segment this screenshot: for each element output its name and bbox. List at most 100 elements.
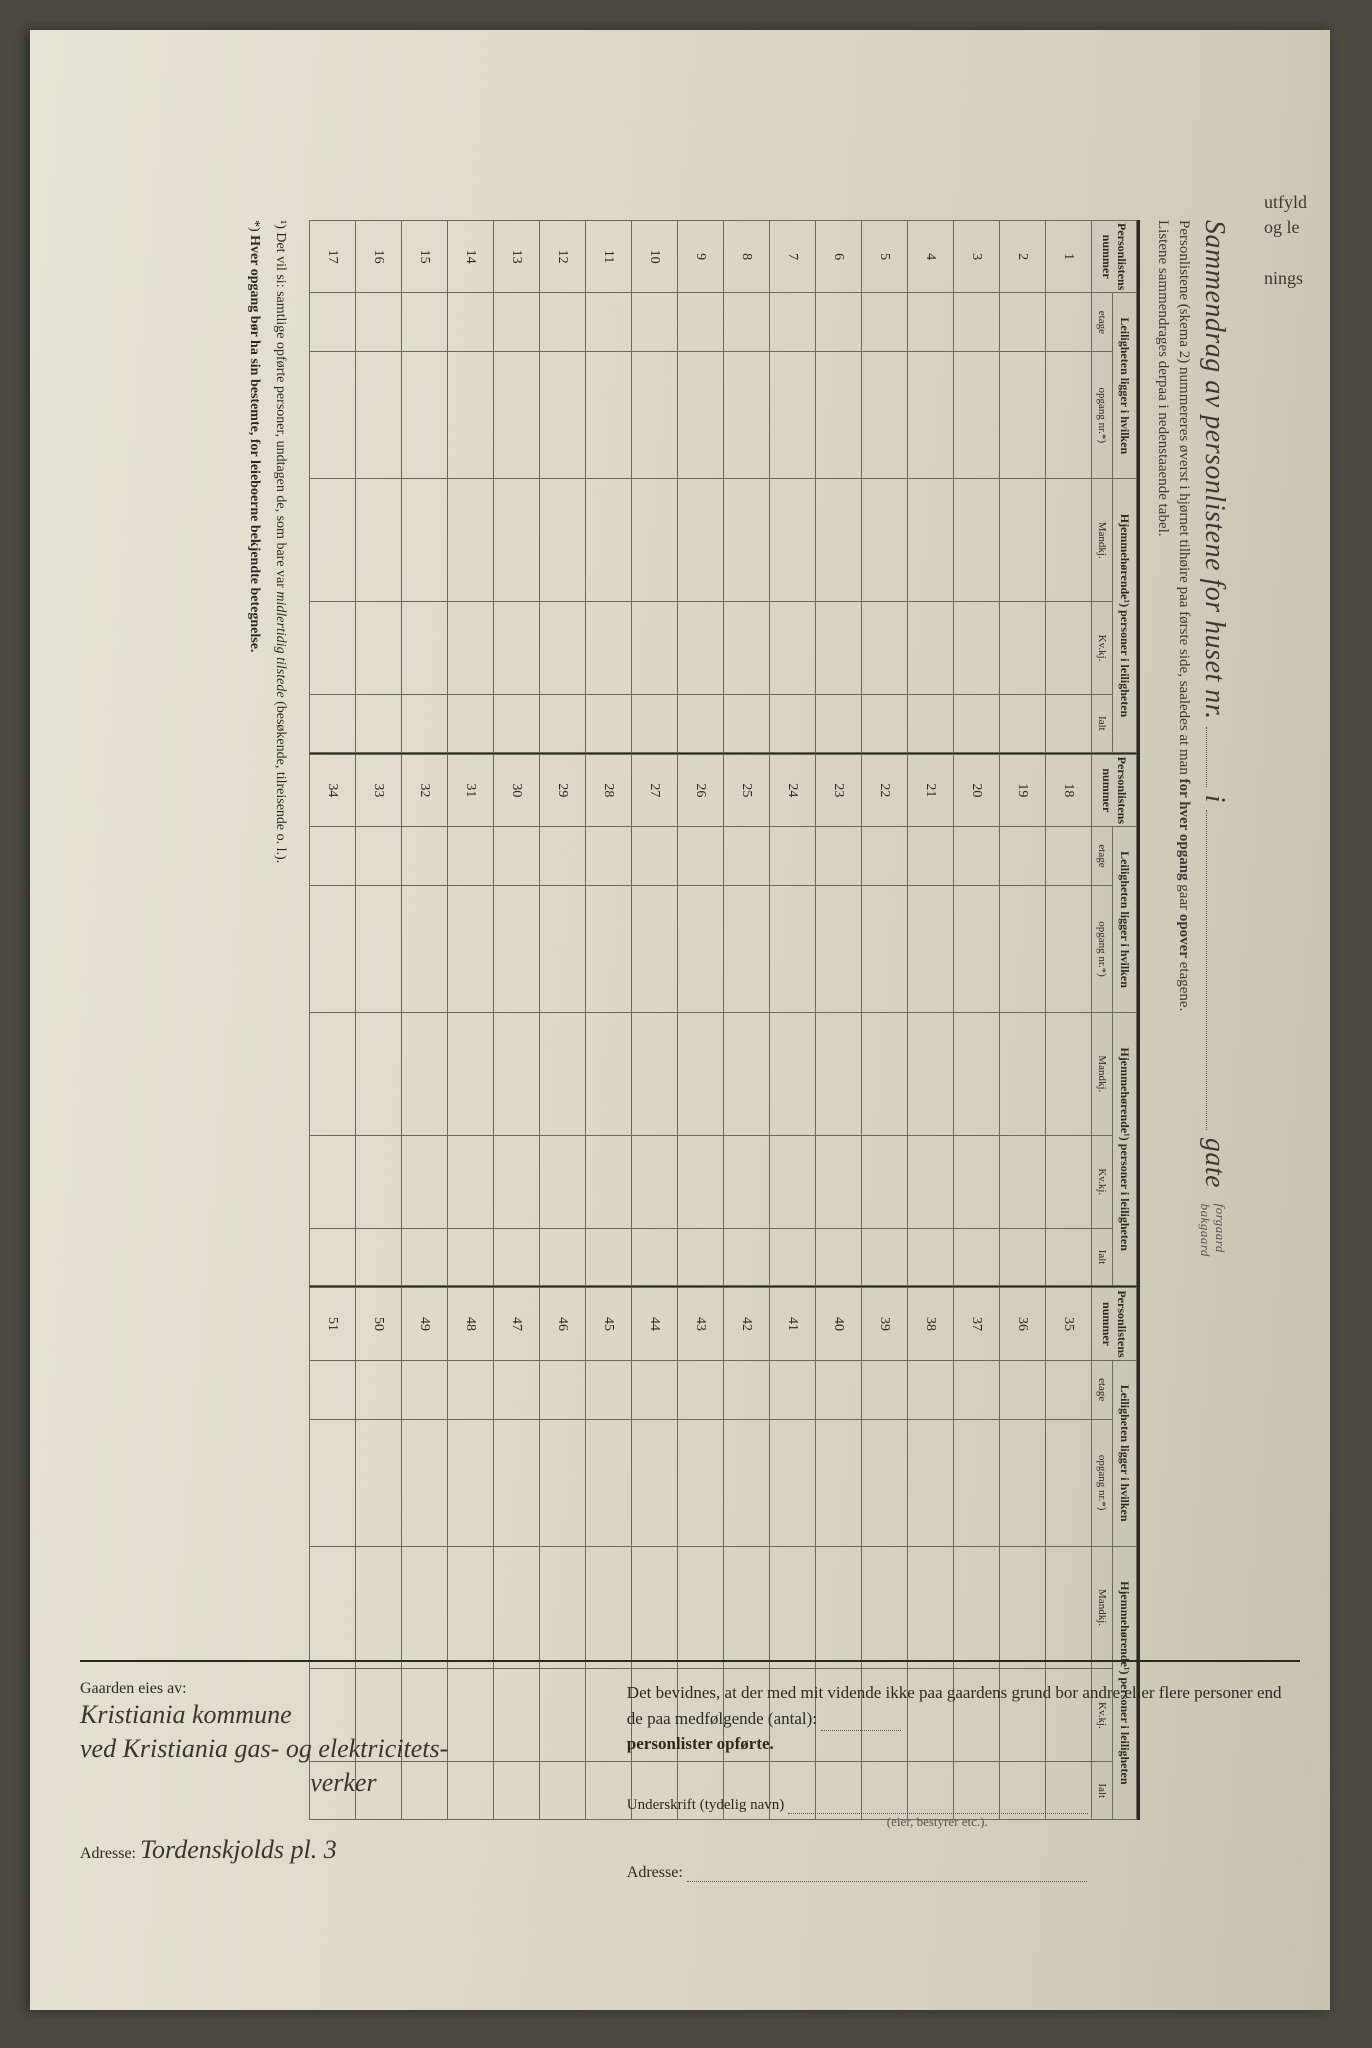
owner-handwriting-2: ved Kristiania gas- og elektricitets- <box>80 1732 607 1766</box>
cell-etage <box>494 827 540 886</box>
cell-opgang <box>862 1419 908 1546</box>
eier-sub: (eier, bestyrer etc.). <box>887 1814 1300 1830</box>
adresse-label: Adresse: <box>80 1845 136 1862</box>
cell-kvkj <box>402 1135 448 1228</box>
row-number: 16 <box>356 221 402 293</box>
antal-blank <box>821 1712 901 1731</box>
table-row: 12 <box>540 221 586 753</box>
sub1c: etagene. <box>1176 958 1192 1011</box>
table-row: 26 <box>678 754 724 1286</box>
cell-mandkj <box>632 1012 678 1135</box>
cell-mandkj <box>862 479 908 602</box>
cell-kvkj <box>1046 602 1092 695</box>
row-number: 12 <box>540 221 586 293</box>
col-leiligheten: Leiligheten ligger i hvilken <box>1113 827 1137 1013</box>
cell-kvkj <box>954 602 1000 695</box>
cell-mandkj <box>724 1546 770 1669</box>
cell-opgang <box>448 1419 494 1546</box>
cell-mandkj <box>678 1546 724 1669</box>
row-number: 22 <box>862 754 908 826</box>
fn2-marker: *) <box>247 220 262 232</box>
table-row: 30 <box>494 754 540 1286</box>
cell-etage <box>908 827 954 886</box>
cell-mandkj <box>586 1012 632 1135</box>
row-number: 2 <box>1000 221 1046 293</box>
cell-etage <box>448 1360 494 1419</box>
table-row: 21 <box>908 754 954 1286</box>
table-row: 23 <box>816 754 862 1286</box>
table-row: 13 <box>494 221 540 753</box>
row-number: 40 <box>816 1288 862 1360</box>
sub1b: gaar <box>1176 881 1192 914</box>
underskrift-row: Underskrift (tydelig navn) <box>627 1797 1300 1814</box>
row-number: 27 <box>632 754 678 826</box>
cell-ialt <box>310 695 356 753</box>
cell-mandkj <box>586 479 632 602</box>
cell-mandkj <box>1000 1546 1046 1669</box>
cell-kvkj <box>494 602 540 695</box>
stmt-b: personlister opførte. <box>627 1734 774 1753</box>
table-row: 7 <box>770 221 816 753</box>
cell-mandkj <box>678 1012 724 1135</box>
row-number: 8 <box>724 221 770 293</box>
cell-etage <box>678 293 724 352</box>
cell-ialt <box>586 1228 632 1286</box>
cell-mandkj <box>954 1546 1000 1669</box>
gate-annot-bot: bakgaard <box>1198 1204 1213 1257</box>
underskrift-paren: (tydelig navn) <box>700 1797 785 1813</box>
cell-etage <box>448 827 494 886</box>
row-number: 30 <box>494 754 540 826</box>
underskrift-label: Underskrift <box>627 1797 696 1813</box>
cell-opgang <box>724 352 770 479</box>
cell-kvkj <box>586 602 632 695</box>
cell-etage <box>356 293 402 352</box>
cell-mandkj <box>540 1012 586 1135</box>
col-leiligheten: Leiligheten ligger i hvilken <box>1113 293 1137 479</box>
cell-mandkj <box>448 1546 494 1669</box>
cell-kvkj <box>724 1135 770 1228</box>
row-number: 17 <box>310 221 356 293</box>
cell-mandkj <box>770 479 816 602</box>
cell-kvkj <box>310 602 356 695</box>
cell-opgang <box>908 1419 954 1546</box>
col-kvkj: Kv.kj. <box>1092 602 1113 695</box>
table-row: 29 <box>540 754 586 1286</box>
row-number: 36 <box>1000 1288 1046 1360</box>
cell-mandkj <box>862 1546 908 1669</box>
cell-etage <box>678 827 724 886</box>
cell-etage <box>586 827 632 886</box>
cell-kvkj <box>448 602 494 695</box>
owner-block: Gaarden eies av: Kristiania kommune ved … <box>80 1680 617 1940</box>
cell-ialt <box>402 1228 448 1286</box>
row-number: 45 <box>586 1288 632 1360</box>
table: Personlistens nummerLeiligheten ligger i… <box>309 754 1137 1287</box>
cell-opgang <box>356 1419 402 1546</box>
cell-ialt <box>632 1228 678 1286</box>
col-personlistens-nummer: Personlistens nummer <box>1092 754 1137 826</box>
cell-ialt <box>908 695 954 753</box>
cell-opgang <box>954 352 1000 479</box>
cell-etage <box>540 1360 586 1419</box>
cell-kvkj <box>1000 602 1046 695</box>
cell-mandkj <box>678 479 724 602</box>
row-number: 38 <box>908 1288 954 1360</box>
row-number: 23 <box>816 754 862 826</box>
cell-etage <box>494 293 540 352</box>
cell-etage <box>310 827 356 886</box>
table-row: 32 <box>402 754 448 1286</box>
row-number: 15 <box>402 221 448 293</box>
rotated-form-region: Sammendrag av personlistene for huset nr… <box>130 220 1230 1820</box>
table-row: 1 <box>1046 221 1092 753</box>
cell-opgang <box>816 1419 862 1546</box>
cell-opgang <box>310 886 356 1013</box>
cell-opgang <box>632 886 678 1013</box>
cell-mandkj <box>356 479 402 602</box>
row-number: 13 <box>494 221 540 293</box>
cell-kvkj <box>862 602 908 695</box>
cell-opgang <box>448 352 494 479</box>
row-number: 26 <box>678 754 724 826</box>
cell-mandkj <box>908 1012 954 1135</box>
fn1-b: (besøkende, tilreisende o. l.). <box>273 698 288 864</box>
cell-etage <box>908 1360 954 1419</box>
cell-kvkj <box>816 602 862 695</box>
